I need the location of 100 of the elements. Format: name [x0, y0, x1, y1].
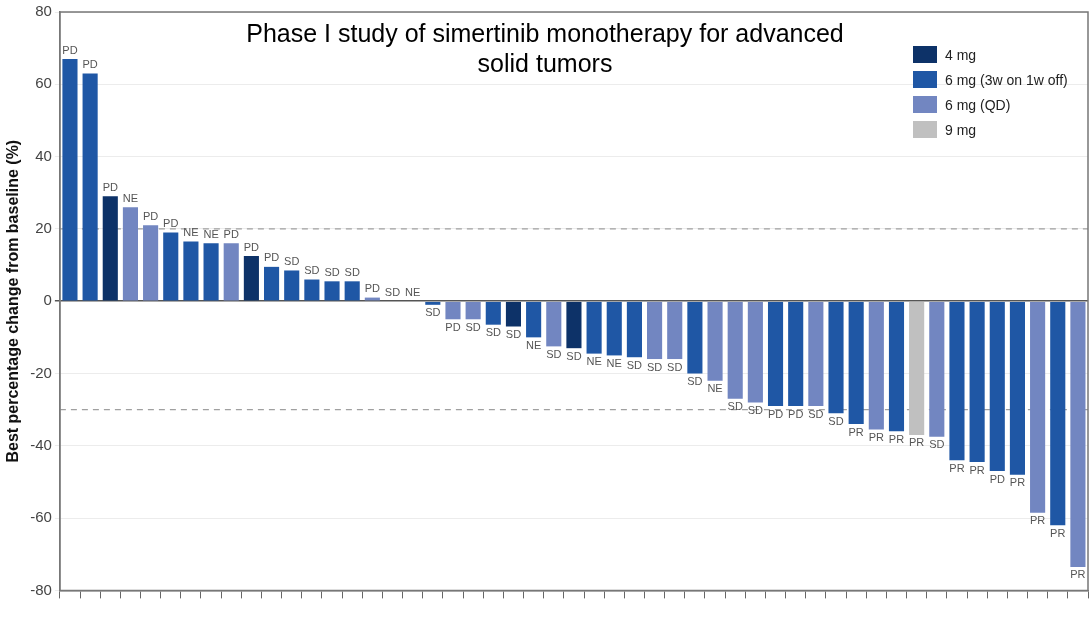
bar: [143, 225, 159, 301]
bar: [606, 301, 622, 356]
bar: [1030, 301, 1046, 513]
bar: [828, 301, 844, 414]
data-label: NE: [606, 356, 622, 369]
bar: [647, 301, 663, 360]
data-label: SD: [465, 320, 481, 333]
bar: [82, 73, 98, 301]
y-tick-label: 20: [35, 219, 52, 237]
bar: [1070, 301, 1086, 567]
bar: [727, 301, 743, 399]
bar: [808, 301, 824, 407]
data-label: NE: [525, 338, 542, 351]
data-label: SD: [324, 265, 340, 278]
data-label: PR: [1070, 568, 1086, 581]
data-label: PD: [788, 407, 804, 420]
y-tick-label: -40: [30, 435, 52, 453]
bar: [526, 301, 542, 338]
bar: [707, 301, 723, 381]
bar: [263, 266, 280, 301]
y-tick-label: 40: [35, 146, 52, 164]
legend-label: 6 mg (3w on 1w off): [945, 71, 1068, 88]
text: Phase I study of simertinib monotherapy for advanced solid tumors: [245, 18, 845, 78]
data-label: NE: [707, 382, 723, 395]
bar: [747, 301, 763, 403]
bar: [465, 301, 481, 320]
y-tick-label: 60: [35, 74, 52, 92]
bar: [626, 301, 642, 358]
data-label: PD: [445, 320, 461, 333]
data-label: NE: [122, 191, 139, 204]
data-label: PD: [263, 251, 280, 264]
data-label: PD: [82, 57, 98, 70]
data-label: SD: [747, 403, 764, 416]
bar: [767, 301, 784, 407]
data-label: PD: [142, 209, 159, 222]
data-label: SD: [304, 264, 320, 277]
bar: [163, 232, 179, 301]
bar: [183, 241, 199, 301]
data-label: SD: [727, 400, 743, 413]
bar: [102, 196, 118, 301]
bar: [122, 207, 138, 301]
bar: [546, 301, 562, 347]
data-label: SD: [646, 360, 663, 373]
bar: [667, 301, 683, 360]
bar: [425, 301, 441, 305]
data-label: PD: [163, 217, 179, 230]
data-label: SD: [505, 328, 522, 341]
bar: [989, 301, 1005, 472]
data-label: SD: [828, 414, 844, 427]
data-label: SD: [344, 265, 360, 278]
legend-label: 9 mg: [945, 121, 977, 138]
bar: [445, 301, 461, 320]
legend-label: 4 mg: [945, 46, 977, 63]
data-label: SD: [667, 360, 683, 373]
data-label: SD: [687, 375, 703, 388]
data-label: PD: [62, 43, 78, 56]
bar: [868, 301, 884, 430]
bar: [909, 301, 925, 435]
data-label: SD: [284, 255, 300, 267]
data-label: PD: [102, 180, 118, 193]
bar: [929, 301, 945, 437]
bar: [62, 59, 78, 301]
data-label: SD: [929, 438, 945, 451]
data-label: PR: [1029, 514, 1046, 527]
bar: [949, 301, 965, 461]
bar: [888, 301, 905, 432]
bar: [969, 301, 985, 463]
data-label: SD: [485, 326, 501, 339]
data-label: PR: [909, 436, 925, 449]
data-label: PR: [848, 425, 864, 438]
data-label: SD: [808, 407, 824, 420]
data-label: PD: [767, 407, 784, 420]
data-label: PR: [1050, 526, 1066, 539]
data-label: PD: [223, 227, 239, 240]
y-tick-label: -60: [30, 508, 52, 526]
bar: [243, 256, 259, 301]
data-label: NE: [203, 227, 219, 240]
bar: [1009, 301, 1025, 475]
y-tick-label: -80: [30, 580, 52, 598]
y-axis-title: Best percentage change from baseline (%): [4, 139, 22, 463]
y-tick-label: 80: [35, 2, 52, 20]
bar: [848, 301, 864, 425]
bar: [324, 281, 340, 301]
data-label: SD: [425, 306, 441, 319]
y-tick-label: -20: [30, 363, 52, 381]
data-label: PD: [989, 472, 1005, 485]
bar: [223, 243, 239, 301]
data-label: PD: [364, 282, 381, 295]
data-label: PD: [243, 240, 260, 253]
data-label: PR: [888, 432, 905, 445]
bar: [687, 301, 703, 374]
bar: [485, 301, 501, 325]
data-label: NE: [405, 285, 421, 298]
data-label: SD: [384, 285, 401, 298]
data-label: SD: [546, 347, 562, 360]
bar: [203, 243, 219, 301]
bar: [344, 281, 360, 301]
bar: [284, 270, 300, 301]
data-label: PR: [1009, 476, 1026, 489]
data-label: PR: [868, 431, 885, 444]
